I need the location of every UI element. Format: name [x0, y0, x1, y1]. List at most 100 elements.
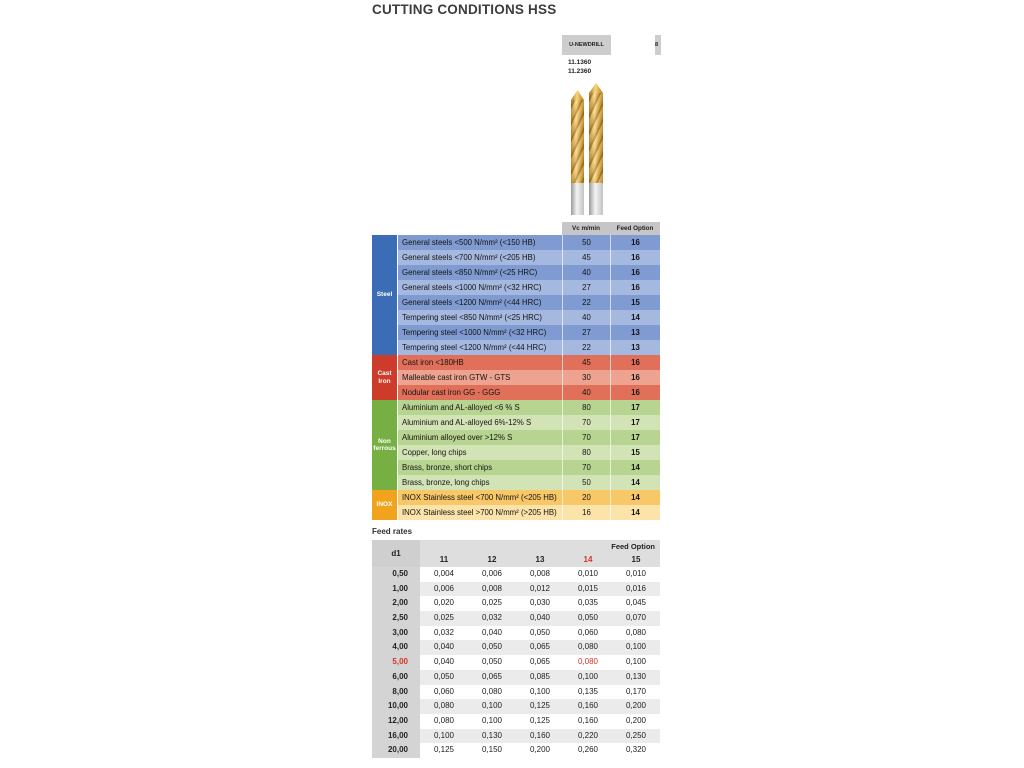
feed-rate-value: 0,250	[612, 728, 660, 744]
feed-rate-value: 0,045	[612, 596, 660, 612]
material-group-label: Steel	[372, 235, 398, 355]
material-group-label: Non ferrous	[372, 400, 398, 490]
feed-rate-value: 0,160	[564, 699, 612, 714]
feed-option-value: 14	[610, 475, 660, 490]
vc-value: 30	[562, 370, 610, 385]
feed-rate-value: 0,220	[564, 728, 612, 744]
feed-rate-value: 0,010	[564, 567, 612, 582]
feed-rate-value: 0,080	[468, 684, 516, 700]
adjacent-product-partial: 8	[655, 35, 661, 55]
feed-option-value: 16	[610, 370, 660, 385]
feed-option-column-header: 14	[583, 555, 593, 564]
feed-rate-value: 0,065	[468, 669, 516, 685]
vc-value: 16	[562, 505, 610, 520]
feed-rate-value: 0,050	[468, 640, 516, 656]
feed-rate-row: 16,00 0,100 0,130 0,160 0,220 0,250	[372, 728, 660, 744]
vc-value: 70	[562, 430, 610, 445]
feed-rate-value: 0,025	[420, 611, 468, 626]
d1-value: 6,00	[372, 669, 420, 685]
feed-rates-title: Feed rates	[372, 527, 413, 536]
d1-value: 0,50	[372, 567, 420, 582]
feed-rate-value: 0,200	[516, 743, 564, 758]
feed-option-value: 16	[610, 235, 660, 250]
material-row: INOX Stainless steel >700 N/mm² (>205 HB…	[398, 505, 660, 520]
material-label: INOX Stainless steel >700 N/mm² (>205 HB…	[402, 508, 557, 517]
feed-option-value: 13	[610, 340, 660, 355]
vc-value: 27	[562, 325, 610, 340]
feed-option-value: 15	[610, 445, 660, 460]
d1-value: 4,00	[372, 640, 420, 656]
feed-rate-row: 2,00 0,020 0,025 0,030 0,035 0,045	[372, 596, 660, 612]
material-label: General steels <1000 N/mm² (<32 HRC)	[402, 283, 542, 292]
feed-rate-value: 0,130	[612, 669, 660, 685]
material-row: Aluminium and AL-alloyed <6 % S 80 17	[398, 400, 660, 415]
material-row: General steels <1000 N/mm² (<32 HRC) 27 16	[398, 280, 660, 295]
feed-option-value: 17	[610, 430, 660, 445]
feed-rate-row: 2,50 0,025 0,032 0,040 0,050 0,070	[372, 611, 660, 626]
material-group: Non ferrous Aluminium and AL-alloyed <6 %…	[372, 400, 660, 490]
feed-rate-value: 0,040	[420, 640, 468, 656]
feed-rate-value: 0,065	[516, 640, 564, 656]
feed-rate-value: 0,080	[612, 625, 660, 641]
feed-option-column-header: 12	[487, 555, 497, 564]
feed-rate-value: 0,100	[564, 669, 612, 685]
feed-rate-value: 0,032	[420, 625, 468, 641]
feed-option-value: 14	[610, 460, 660, 475]
feed-rate-value: 0,070	[612, 611, 660, 626]
material-row: Malleable cast iron GTW - GTS 30 16	[398, 370, 660, 385]
vc-value: 45	[562, 355, 610, 370]
feed-rate-value: 0,030	[516, 596, 564, 612]
material-row: Copper, long chips 80 15	[398, 445, 660, 460]
feed-option-value: 14	[610, 490, 660, 505]
material-label: Aluminium and AL-alloyed <6 % S	[402, 403, 520, 412]
feed-option-value: 14	[610, 310, 660, 325]
material-label: Brass, bronze, long chips	[402, 478, 490, 487]
d1-value: 8,00	[372, 684, 420, 700]
material-label: Malleable cast iron GTW - GTS	[402, 373, 511, 382]
feed-rate-value: 0,125	[516, 699, 564, 714]
vc-value: 70	[562, 415, 610, 430]
vc-value: 22	[562, 340, 610, 355]
feed-option-value: 17	[610, 415, 660, 430]
feed-rate-row: 3,00 0,032 0,040 0,050 0,060 0,080	[372, 625, 660, 641]
material-label: Aluminium and AL-alloyed 6%-12% S	[402, 418, 532, 427]
d1-value: 3,00	[372, 625, 420, 641]
product-code: 11.2360	[568, 68, 592, 76]
feed-rate-row: 4,00 0,040 0,050 0,065 0,080 0,100	[372, 640, 660, 656]
material-label: General steels <850 N/mm² (<25 HRC)	[402, 268, 538, 277]
feed-rate-value: 0,020	[420, 596, 468, 612]
material-label: Cast iron <180HB	[402, 358, 464, 367]
feed-rate-row: 5,00 0,040 0,050 0,065 0,080 0,100	[372, 655, 660, 670]
conditions-column-headers: Vc m/min Feed Option	[562, 222, 660, 235]
feed-rate-value: 0,080	[564, 640, 612, 656]
feed-rate-value: 0,200	[612, 699, 660, 714]
feed-rate-row: 20,00 0,125 0,150 0,200 0,260 0,320	[372, 743, 660, 758]
product-panel: U-NEWDRILL 11.1360 11.2360	[562, 35, 660, 222]
material-row: Cast iron <180HB 45 16	[398, 355, 660, 370]
vc-value: 70	[562, 460, 610, 475]
vc-value: 20	[562, 490, 610, 505]
feed-rate-value: 0,100	[516, 684, 564, 700]
feed-rate-value: 0,050	[420, 669, 468, 685]
feed-rate-value: 0,135	[564, 684, 612, 700]
feed-rate-value: 0,125	[420, 743, 468, 758]
feed-rate-value: 0,200	[612, 713, 660, 729]
feed-option-column-header: 15	[631, 555, 641, 564]
feed-rate-value: 0,150	[468, 743, 516, 758]
drill-photo-left	[571, 90, 584, 215]
feed-rate-value: 0,100	[420, 728, 468, 744]
material-row: General steels <700 N/mm² (<205 HB) 45 16	[398, 250, 660, 265]
d1-value: 5,00	[372, 655, 420, 670]
vc-value: 27	[562, 280, 610, 295]
feed-rate-value: 0,060	[564, 625, 612, 641]
vc-value: 45	[562, 250, 610, 265]
feed-rate-value: 0,100	[468, 699, 516, 714]
vc-value: 40	[562, 310, 610, 325]
cutting-conditions-table: Steel General steels <500 N/mm² (<150 HB)…	[372, 235, 660, 520]
feed-option-column-headers: 11 12 13 14 15	[420, 553, 660, 567]
drill-photo-right	[589, 83, 603, 215]
d1-value: 20,00	[372, 743, 420, 758]
feed-option-value: 16	[610, 385, 660, 400]
d1-value: 10,00	[372, 699, 420, 714]
feed-rate-value: 0,050	[516, 625, 564, 641]
